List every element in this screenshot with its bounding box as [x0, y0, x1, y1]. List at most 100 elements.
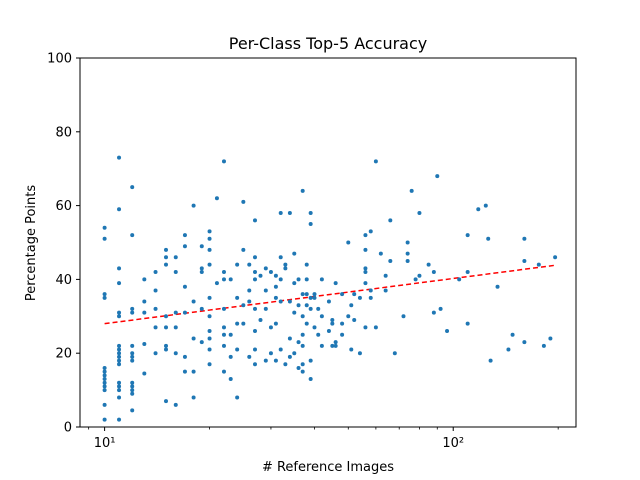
data-point [130, 384, 135, 389]
data-point [153, 306, 158, 311]
data-point [495, 284, 500, 289]
data-point [228, 277, 233, 282]
data-point [241, 303, 246, 308]
data-point [263, 358, 268, 363]
data-point [235, 347, 240, 352]
data-point [221, 369, 226, 374]
data-point [102, 380, 107, 385]
data-point [241, 247, 246, 252]
data-point [296, 365, 301, 370]
data-point [333, 343, 338, 348]
data-point [221, 306, 226, 311]
data-point [130, 310, 135, 315]
data-point [241, 199, 246, 204]
data-point [300, 314, 305, 319]
data-point [383, 288, 388, 293]
data-point [368, 229, 373, 234]
data-point [292, 351, 297, 356]
data-point [287, 299, 292, 304]
data-point [488, 358, 493, 363]
data-point [388, 258, 393, 263]
data-point [163, 325, 168, 330]
data-point [363, 281, 368, 286]
data-point [221, 325, 226, 330]
data-point [300, 292, 305, 297]
data-point [378, 251, 383, 256]
data-point [163, 399, 168, 404]
data-point [252, 277, 257, 282]
data-point [413, 277, 418, 282]
data-point [252, 255, 257, 260]
data-point [221, 277, 226, 282]
data-point [308, 210, 313, 215]
data-point [445, 329, 450, 334]
data-point [153, 288, 158, 293]
data-point [304, 292, 309, 297]
data-point [130, 354, 135, 359]
data-point [191, 299, 196, 304]
data-point [283, 266, 288, 271]
plot-frame [79, 57, 577, 428]
data-point [312, 295, 317, 300]
data-point [117, 207, 122, 212]
data-point [273, 295, 278, 300]
x-axis: 10¹ 10² [88, 427, 559, 451]
data-point [333, 340, 338, 345]
y-tick-label: 100 [47, 52, 72, 67]
data-point [278, 255, 283, 260]
data-point [319, 277, 324, 282]
data-point [304, 277, 309, 282]
data-point [247, 299, 252, 304]
data-point [363, 270, 368, 275]
data-point [142, 299, 147, 304]
data-point [258, 273, 263, 278]
data-point [117, 266, 122, 271]
data-point [553, 255, 558, 260]
data-point [405, 251, 410, 256]
data-point [273, 358, 278, 363]
data-point [191, 395, 196, 400]
data-point [142, 341, 147, 346]
data-point [117, 384, 122, 389]
data-point [163, 347, 168, 352]
data-point [330, 343, 335, 348]
data-point [292, 310, 297, 315]
data-point [319, 314, 324, 319]
data-point [130, 185, 135, 190]
data-point [235, 295, 240, 300]
data-point [252, 306, 257, 311]
data-point [368, 295, 373, 300]
data-point [326, 329, 331, 334]
data-point [319, 343, 324, 348]
data-point [296, 277, 301, 282]
data-point [117, 362, 122, 367]
data-point [308, 295, 313, 300]
data-point [214, 281, 219, 286]
data-point [182, 354, 187, 359]
data-point [292, 281, 297, 286]
data-point [207, 336, 212, 341]
data-point [431, 270, 436, 275]
data-point [199, 340, 204, 345]
data-point [228, 332, 233, 337]
data-point [340, 321, 345, 326]
data-point [117, 380, 122, 385]
data-point [273, 273, 278, 278]
data-point [102, 295, 107, 300]
data-point [308, 358, 313, 363]
data-point [352, 292, 357, 297]
data-point [252, 270, 257, 275]
y-tick-label: 60 [55, 199, 72, 214]
data-point [349, 347, 354, 352]
data-point [541, 343, 546, 348]
data-point [373, 159, 378, 164]
data-point [191, 369, 196, 374]
data-point [207, 262, 212, 267]
data-point [182, 369, 187, 374]
data-point [252, 362, 257, 367]
data-point [268, 325, 273, 330]
data-point [142, 277, 147, 282]
data-point [308, 306, 313, 311]
data-point [117, 314, 122, 319]
data-point [102, 365, 107, 370]
